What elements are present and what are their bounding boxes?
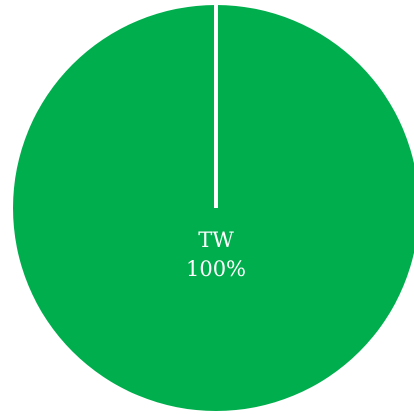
slice-label-name: TW — [198, 228, 234, 252]
slice-label-percent: 100% — [186, 257, 246, 281]
pie-slices — [13, 5, 414, 411]
slice-labels: TW 100% — [186, 228, 246, 281]
pie-slice-tw — [13, 5, 414, 411]
